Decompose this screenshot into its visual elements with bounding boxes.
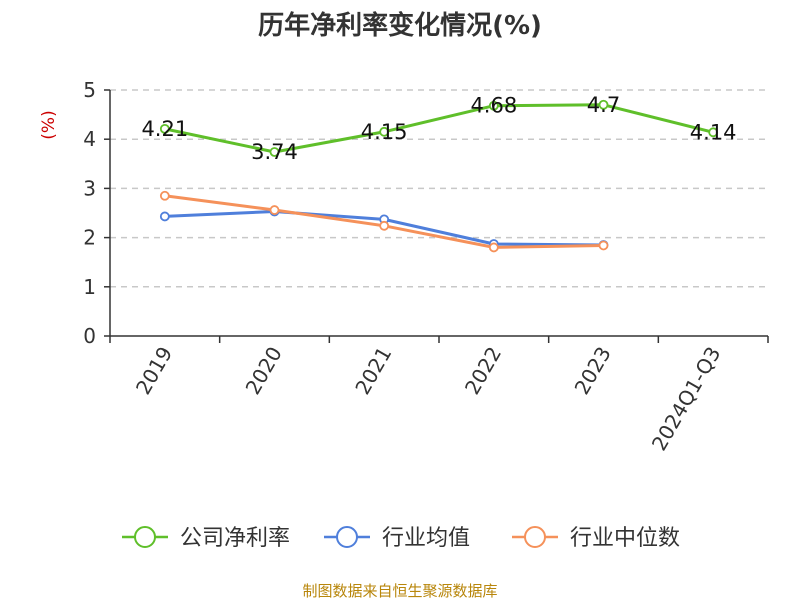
data-point <box>598 99 609 110</box>
y-tick-label: 3 <box>83 176 96 200</box>
y-tick-label: 5 <box>83 78 96 102</box>
series-line <box>164 103 714 154</box>
x-tick-label: 2022 <box>460 343 506 399</box>
series-3 <box>159 190 609 253</box>
legend-label: 行业均值 <box>382 526 470 551</box>
x-tick-label: 2019 <box>131 343 177 399</box>
x-tick-label: 2023 <box>570 343 616 399</box>
data-point <box>159 123 170 134</box>
x-tick-label: 2024Q1-Q3 <box>647 343 726 455</box>
legend-marker <box>336 526 358 548</box>
legend-item: 行业中位数 <box>512 526 680 551</box>
y-tick-label: 1 <box>83 275 96 299</box>
legend-item: 行业均值 <box>324 526 470 551</box>
x-tick-label: 2020 <box>241 343 287 399</box>
data-point <box>708 127 719 138</box>
data-point <box>269 147 280 157</box>
y-tick-label: 4 <box>83 127 96 151</box>
data-label: 4.7 <box>587 93 620 117</box>
data-point <box>488 242 499 253</box>
data-point <box>598 240 609 251</box>
data-point <box>379 220 390 231</box>
legend-item: 公司净利率 <box>122 526 290 551</box>
data-label: 4.15 <box>361 120 408 144</box>
x-tick-label: 2021 <box>350 343 396 399</box>
data-label: 4.68 <box>470 94 517 118</box>
source-note: 制图数据来自恒生聚源数据库 <box>302 582 497 600</box>
legend-label: 行业中位数 <box>570 526 680 551</box>
chart-title: 历年净利率变化情况(%) <box>258 10 542 41</box>
series-layer <box>159 99 719 253</box>
data-label: 4.14 <box>690 120 737 144</box>
legend: 公司净利率 行业均值 行业中位数 <box>122 526 680 551</box>
data-point <box>379 126 390 137</box>
y-tick-label: 2 <box>83 226 96 250</box>
legend-marker <box>524 526 546 548</box>
data-point <box>159 211 170 222</box>
series-1 <box>159 99 719 157</box>
y-axis-unit-label: (%) <box>39 110 59 139</box>
data-point <box>159 190 170 201</box>
data-labels: 4.21 3.74 4.15 4.68 4.7 4.14 <box>141 93 736 164</box>
data-label: 4.21 <box>141 117 188 141</box>
data-point <box>488 100 499 111</box>
legend-marker <box>134 526 156 548</box>
data-point <box>269 205 280 215</box>
legend-label: 公司净利率 <box>180 526 290 551</box>
data-label: 3.74 <box>251 140 298 164</box>
y-tick-label: 0 <box>83 324 96 348</box>
